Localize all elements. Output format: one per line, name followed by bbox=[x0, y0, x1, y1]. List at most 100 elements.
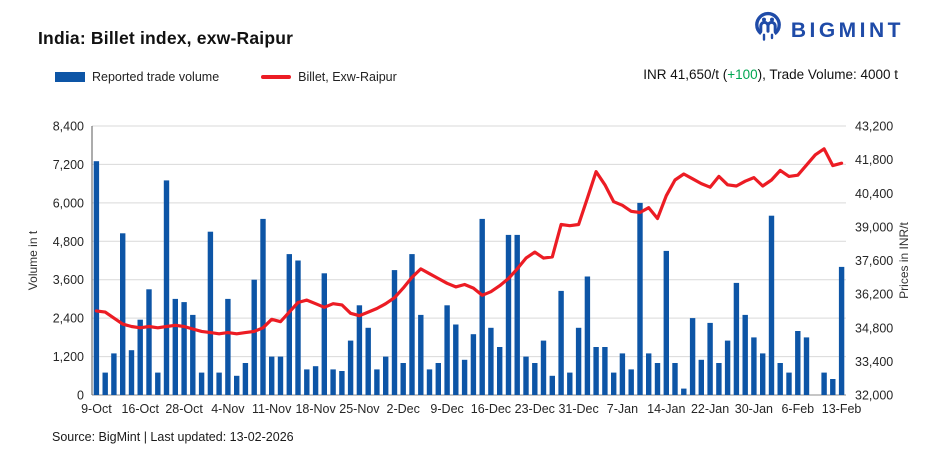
source-note: Source: BigMint | Last updated: 13-02-20… bbox=[52, 430, 294, 444]
volume-bar bbox=[838, 266, 845, 395]
right-axis-tick: 39,000 bbox=[855, 220, 893, 234]
volume-bar bbox=[803, 337, 810, 395]
price-legend-label: Billet, Exw-Raipur bbox=[298, 70, 397, 84]
volume-bar bbox=[760, 353, 766, 395]
x-axis-tick: 28-Oct bbox=[165, 402, 203, 416]
volume-bar bbox=[646, 353, 652, 395]
price-summary: INR 41,650/t (+100), Trade Volume: 4000 … bbox=[643, 67, 898, 82]
x-axis-tick: 9-Dec bbox=[430, 402, 463, 416]
volume-bar bbox=[488, 327, 494, 396]
volume-bar bbox=[163, 180, 170, 395]
volume-bar bbox=[242, 363, 249, 395]
volume-bar bbox=[567, 372, 573, 395]
left-axis-tick: 2,400 bbox=[53, 312, 84, 326]
volume-bar bbox=[120, 233, 126, 395]
left-axis-tick: 0 bbox=[77, 389, 84, 403]
price-legend-swatch bbox=[261, 75, 292, 79]
volume-bar bbox=[751, 337, 757, 395]
volume-bar bbox=[461, 359, 468, 395]
volume-bar bbox=[558, 290, 564, 395]
x-axis-tick: 22-Jan bbox=[691, 402, 729, 416]
volume-bar bbox=[225, 298, 231, 395]
volume-bar bbox=[523, 356, 529, 395]
volume-bar bbox=[312, 366, 319, 395]
volume-bar bbox=[795, 331, 801, 395]
volume-bar bbox=[742, 314, 748, 395]
left-axis-tick: 3,600 bbox=[53, 273, 84, 287]
volume-bar bbox=[637, 202, 643, 395]
price-line bbox=[94, 147, 844, 336]
volume-bar bbox=[102, 372, 108, 395]
volume-bar bbox=[321, 273, 327, 395]
volume-bar bbox=[663, 250, 669, 395]
volume-bar bbox=[374, 369, 380, 395]
volume-bar bbox=[611, 372, 617, 395]
volume-bar bbox=[347, 340, 354, 395]
volume-bar bbox=[339, 371, 345, 395]
volume-bar bbox=[733, 282, 740, 395]
price-summary-suffix: ), Trade Volume: 4000 t bbox=[757, 67, 898, 82]
volume-bar bbox=[619, 353, 626, 395]
volume-bar bbox=[172, 298, 178, 395]
volume-bar bbox=[383, 356, 389, 395]
volume-legend-swatch bbox=[55, 72, 85, 82]
volume-bar bbox=[602, 347, 608, 395]
volume-bar bbox=[330, 369, 336, 395]
right-axis-tick: 43,200 bbox=[855, 120, 893, 134]
right-axis-title: Prices in INR/t bbox=[897, 221, 911, 298]
volume-bar bbox=[207, 231, 214, 395]
volume-bar bbox=[777, 363, 783, 395]
chart-legend: Reported trade volume Billet, Exw-Raipur bbox=[55, 70, 397, 84]
volume-bar bbox=[93, 161, 100, 395]
volume-bar bbox=[532, 363, 538, 395]
x-axis-tick: 4-Nov bbox=[211, 402, 245, 416]
volume-bar bbox=[444, 305, 450, 395]
volume-bar bbox=[716, 363, 722, 395]
volume-bar bbox=[505, 234, 512, 395]
left-axis-title: Volume in t bbox=[26, 230, 40, 290]
right-axis-tick: 40,400 bbox=[855, 187, 893, 201]
volume-bar bbox=[724, 340, 731, 395]
x-axis-tick: 18-Nov bbox=[295, 402, 336, 416]
x-axis-tick: 31-Dec bbox=[558, 402, 598, 416]
volume-bar bbox=[216, 372, 222, 395]
x-axis-tick: 9-Oct bbox=[81, 402, 112, 416]
volume-bar bbox=[654, 363, 661, 395]
left-axis-tick: 4,800 bbox=[53, 235, 84, 249]
volume-bar bbox=[698, 359, 704, 395]
volume-bar bbox=[514, 234, 520, 395]
left-axis-tick: 1,200 bbox=[53, 350, 84, 364]
volume-bar bbox=[356, 305, 363, 395]
x-axis-tick: 6-Feb bbox=[781, 402, 814, 416]
volume-bar bbox=[111, 353, 117, 395]
volume-bar bbox=[295, 260, 301, 395]
volume-bar bbox=[365, 327, 371, 396]
volume-bar bbox=[681, 388, 687, 395]
bigmint-logo: BIGMINT bbox=[752, 10, 904, 51]
volume-bar bbox=[391, 270, 398, 395]
volume-bar bbox=[672, 363, 678, 395]
x-axis-tick: 11-Nov bbox=[252, 402, 292, 416]
volume-bar bbox=[628, 369, 634, 395]
right-axis-tick: 32,000 bbox=[855, 389, 893, 403]
x-axis-tick: 14-Jan bbox=[647, 402, 685, 416]
volume-bar bbox=[707, 322, 713, 395]
price-change-value: +100 bbox=[727, 67, 758, 82]
volume-bar bbox=[453, 324, 459, 395]
volume-bar bbox=[689, 318, 696, 395]
volume-bar bbox=[497, 347, 503, 395]
gridlines bbox=[92, 125, 846, 396]
volume-bar bbox=[540, 340, 547, 395]
volume-bar bbox=[146, 289, 152, 395]
volume-bar bbox=[269, 356, 275, 395]
right-axis-tick: 41,800 bbox=[855, 153, 893, 167]
x-axis-tick: 25-Nov bbox=[339, 402, 380, 416]
left-axis-tick: 8,400 bbox=[53, 120, 84, 134]
x-axis-tick: 2-Dec bbox=[387, 402, 420, 416]
x-axis-tick: 7-Jan bbox=[607, 402, 638, 416]
right-axis-tick: 34,800 bbox=[855, 321, 893, 335]
volume-bar bbox=[198, 372, 205, 395]
volume-bar bbox=[593, 347, 599, 395]
x-axis-tick: 16-Oct bbox=[121, 402, 159, 416]
